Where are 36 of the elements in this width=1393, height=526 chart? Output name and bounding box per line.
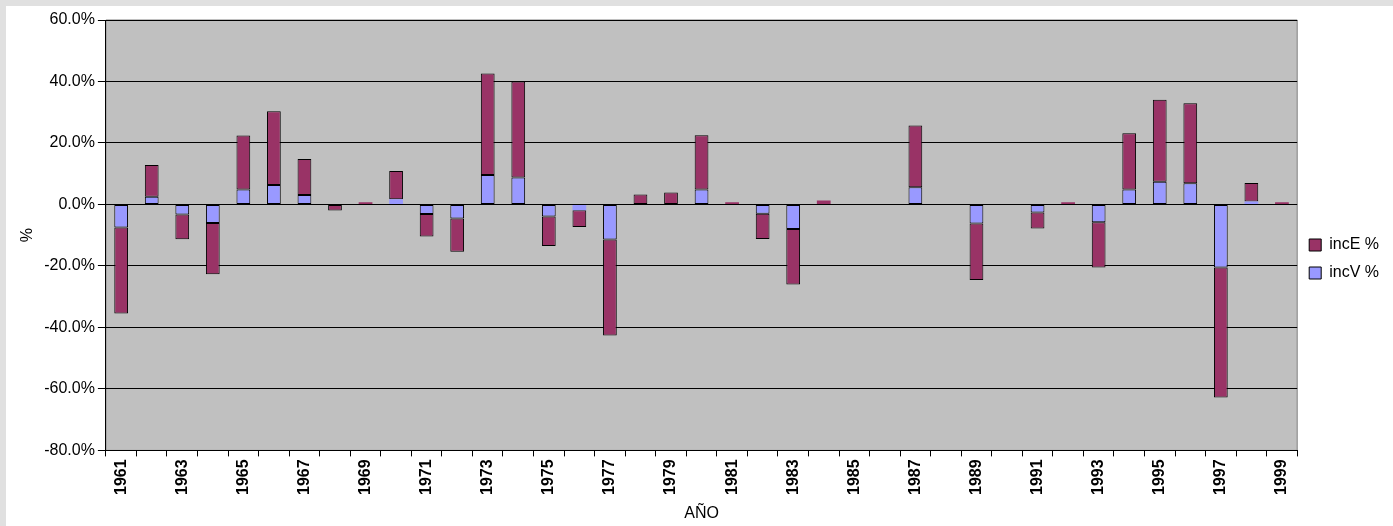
x-tick-label: 1977 <box>600 459 618 495</box>
y-tick-label: 0.0% <box>58 194 95 212</box>
y-tick-label: 60.0% <box>49 10 95 28</box>
x-tick-label: 1981 <box>722 459 740 495</box>
bar <box>816 200 831 204</box>
legend-label: incE % <box>1329 235 1379 253</box>
bar <box>1244 201 1259 204</box>
x-tick-label: 1971 <box>417 459 435 495</box>
bar <box>389 199 403 204</box>
legend-label: incV % <box>1329 263 1379 281</box>
y-tick-label: 20.0% <box>49 133 95 151</box>
x-axis-title: AÑO <box>684 502 719 522</box>
x-tick-label: 1963 <box>172 459 190 495</box>
x-tick-label: 1983 <box>783 459 801 495</box>
y-tick-label: -20.0% <box>44 256 95 274</box>
x-tick-label: 1969 <box>355 459 373 495</box>
x-tick-label: 1973 <box>478 459 496 495</box>
x-tick-label: 1991 <box>1027 459 1045 495</box>
x-tick-label: 1993 <box>1089 459 1107 495</box>
x-tick-label: 1997 <box>1211 459 1229 495</box>
y-tick-label: -60.0% <box>44 379 95 397</box>
x-tick-label: 1999 <box>1272 459 1290 495</box>
x-tick-label: 1967 <box>294 459 312 495</box>
x-tick-label: 1975 <box>539 459 557 495</box>
bar <box>572 204 587 211</box>
x-tick-label: 1979 <box>661 459 679 495</box>
y-axis-title: % <box>18 228 36 243</box>
y-tick-label: -40.0% <box>44 317 95 335</box>
x-tick-label: 1961 <box>111 459 129 495</box>
x-tick-label: 1965 <box>233 459 251 495</box>
x-tick-label: 1985 <box>844 459 862 495</box>
x-tick-label: 1987 <box>905 459 923 495</box>
y-tick-label: 40.0% <box>49 71 95 89</box>
x-tick-label: 1995 <box>1150 459 1168 495</box>
x-tick-label: 1989 <box>966 459 984 495</box>
y-tick-label: -80.0% <box>44 440 95 458</box>
